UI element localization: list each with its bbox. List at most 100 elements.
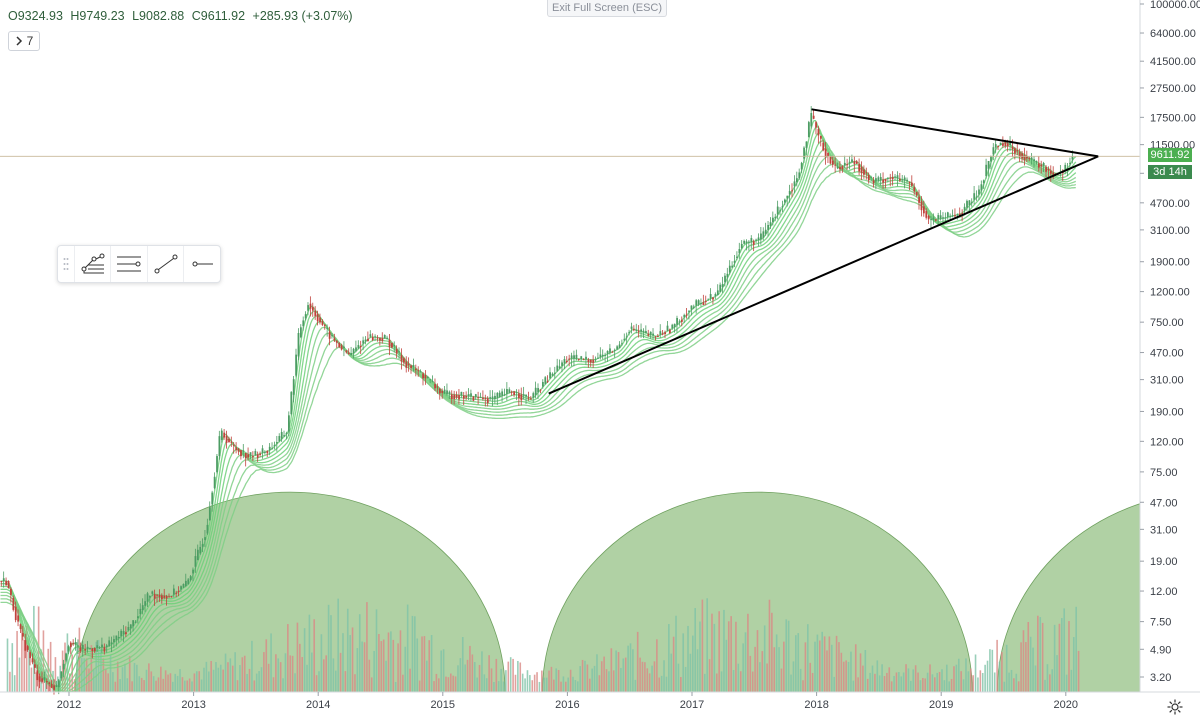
volume-bar (191, 681, 193, 692)
volume-bar (148, 663, 150, 692)
candle-body (295, 354, 297, 376)
candle-body (204, 537, 206, 541)
volume-bar (107, 673, 109, 692)
volume-bar (632, 649, 634, 692)
candle-body (774, 216, 777, 219)
candle-body (31, 658, 34, 663)
volume-bar (658, 677, 661, 692)
candle-body (165, 596, 168, 599)
candle-body (228, 438, 230, 443)
candle-body (613, 349, 616, 351)
candle-body (22, 633, 24, 637)
candle-body (362, 340, 365, 344)
candle-body (678, 321, 681, 323)
candle-body (156, 594, 159, 596)
price-tick-label: 750.00 (1150, 317, 1184, 329)
volume-bar (665, 676, 668, 692)
volume-bar (787, 620, 790, 692)
candle-body (343, 346, 345, 348)
volume-bar (807, 624, 809, 692)
volume-bar (83, 658, 85, 692)
volume-bar (361, 641, 363, 692)
candle-body (930, 218, 932, 221)
candle-body (922, 206, 925, 214)
volume-bar (1037, 615, 1039, 692)
candle-body (77, 645, 79, 647)
candle-body (350, 352, 353, 356)
volume-bar (227, 662, 229, 692)
volume-bar (962, 679, 965, 692)
volume-bar (373, 650, 375, 692)
candle-body (110, 642, 113, 645)
candle-body (879, 177, 882, 181)
indicators-toggle-button[interactable]: 7 (8, 31, 40, 51)
volume-bar (711, 613, 713, 692)
volume-bar (131, 681, 133, 692)
gear-icon[interactable] (1166, 698, 1184, 716)
candle-body (17, 615, 20, 622)
candle-body (55, 685, 58, 687)
candle-body (942, 217, 944, 219)
candle-body (180, 586, 182, 590)
trend-line-tool[interactable] (146, 246, 184, 282)
volume-bar (1020, 642, 1022, 692)
candle-body (1045, 167, 1047, 172)
candle-body (956, 214, 959, 216)
volume-bar (1027, 622, 1030, 692)
volume-bar (488, 655, 490, 692)
pitchfork-tool[interactable] (73, 246, 111, 282)
volume-bar (1044, 679, 1046, 692)
volume-bar (440, 650, 443, 692)
fib-retracement-tool[interactable] (110, 246, 147, 282)
candle-body (784, 199, 786, 203)
volume-bar (929, 664, 931, 692)
candle-body (743, 240, 746, 244)
ascending-support-line[interactable] (548, 155, 1099, 395)
candle-body (539, 389, 542, 391)
descending-resistance-line[interactable] (811, 108, 1099, 158)
candle-body (273, 444, 276, 446)
volume-bar (313, 619, 316, 692)
candle-body (676, 317, 678, 325)
volume-bar (334, 670, 337, 692)
candle-body (848, 161, 851, 164)
volume-bar (387, 632, 390, 692)
volume-bar (267, 663, 270, 692)
candle-body (800, 162, 803, 170)
time-tick-label: 2014 (306, 699, 330, 711)
volume-bar (536, 672, 538, 692)
volume-bar (248, 668, 251, 692)
candle-body (311, 307, 314, 311)
candle-body (673, 323, 676, 328)
candle-body (695, 300, 698, 306)
candle-body (685, 314, 688, 316)
volume-bar (399, 630, 402, 692)
candle-body (985, 164, 988, 176)
volume-bar (850, 651, 852, 692)
candle-body (398, 351, 401, 353)
volume-bar (315, 675, 318, 692)
volume-bar (1077, 650, 1080, 692)
candle-body (762, 231, 765, 238)
horizontal-ray-tool[interactable] (183, 246, 220, 282)
volume-bar (881, 664, 883, 692)
candle-body (901, 179, 904, 181)
volume-bar (184, 680, 186, 692)
candle-body (266, 451, 269, 454)
candle-body (213, 476, 216, 489)
volume-bar (136, 664, 138, 692)
candle-body (91, 648, 94, 652)
candle-body (101, 644, 103, 648)
exit-fullscreen-button[interactable]: Exit Full Screen (ESC) (547, 0, 667, 17)
candle-body (513, 391, 516, 395)
volume-bar (715, 673, 718, 692)
drag-handle[interactable] (58, 246, 74, 282)
candle-body (41, 678, 44, 682)
volume-bar (406, 604, 409, 692)
trendlines[interactable] (0, 108, 1140, 395)
candle-body (745, 241, 748, 244)
candle-body (359, 346, 362, 348)
candle-body (736, 256, 738, 258)
candle-body (1042, 162, 1045, 166)
